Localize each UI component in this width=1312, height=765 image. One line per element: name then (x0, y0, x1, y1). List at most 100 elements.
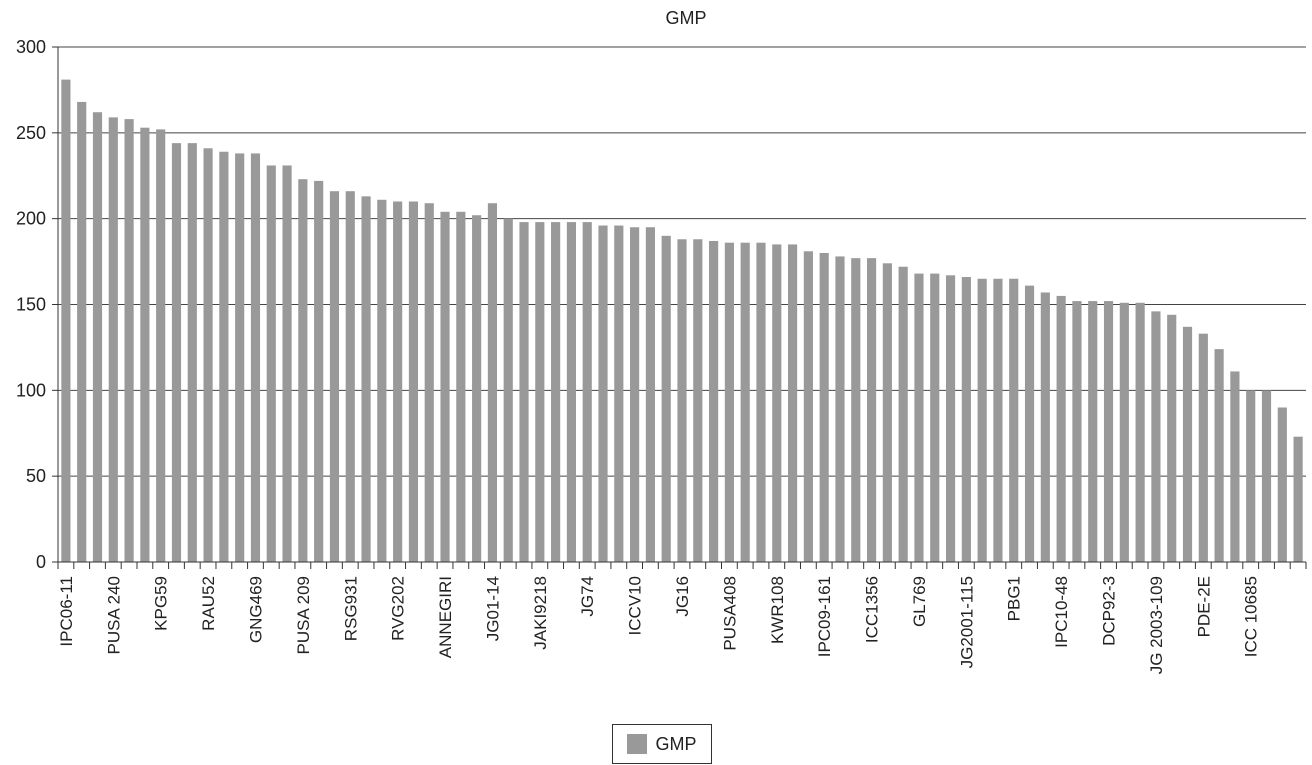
bar (124, 119, 134, 562)
bar (709, 240, 719, 562)
bar (1119, 302, 1129, 562)
x-tick-label: GNG469 (246, 576, 265, 643)
legend: GMP (612, 724, 712, 764)
bar (566, 222, 576, 562)
bar (914, 273, 924, 562)
bar (92, 112, 103, 562)
bar (898, 266, 908, 562)
bar (961, 277, 971, 562)
y-tick-label: 100 (16, 380, 46, 400)
bar (61, 79, 71, 562)
bar (866, 258, 877, 562)
bar (156, 129, 166, 562)
bar (140, 127, 150, 562)
bar (930, 273, 940, 562)
x-tick-label: PUSA408 (720, 576, 739, 651)
bar (1277, 407, 1287, 562)
bar (582, 222, 592, 562)
x-tick-label: DCP92-3 (1100, 576, 1119, 646)
bar (819, 253, 829, 562)
bar (945, 275, 956, 562)
bar (1072, 301, 1082, 562)
bar (598, 225, 608, 563)
legend-swatch (627, 734, 648, 754)
bar (1135, 302, 1145, 562)
bar (298, 179, 308, 562)
bar (1230, 371, 1240, 562)
y-tick-label: 150 (16, 295, 46, 315)
y-tick-label: 300 (16, 37, 46, 57)
chart-title: GMP (665, 8, 706, 28)
x-tick-label: RVG202 (389, 576, 408, 641)
bar (393, 201, 403, 562)
bar (677, 239, 687, 562)
bar (503, 218, 513, 562)
x-tick-label: ICC 10685 (1242, 576, 1261, 657)
bar (551, 222, 561, 562)
x-tick-label: RSG931 (341, 576, 360, 641)
bar (235, 153, 245, 562)
bar (1198, 333, 1208, 562)
bar (203, 148, 213, 563)
bar (1009, 278, 1019, 562)
x-tick-label: ICCV10 (626, 576, 645, 636)
x-tick-label: JG16 (673, 576, 692, 617)
bar (345, 191, 355, 562)
bar (456, 211, 466, 563)
x-tick-label: IPC10-48 (1052, 576, 1071, 648)
bar (361, 196, 371, 562)
y-tick-label: 50 (26, 466, 46, 486)
x-tick-label: JG74 (578, 576, 597, 617)
bar (882, 263, 892, 562)
x-tick-label: PUSA 209 (294, 576, 313, 654)
bar (1056, 295, 1066, 562)
bar (377, 199, 387, 563)
x-tick-label: PBG1 (1005, 576, 1024, 621)
bar (740, 242, 750, 562)
bar (756, 242, 766, 562)
bar (424, 203, 434, 562)
bar (266, 165, 276, 562)
x-tick-label: JG2001-115 (957, 576, 976, 668)
x-tick-label: RAU52 (199, 576, 218, 631)
bars (61, 79, 1303, 563)
x-tick-label: JG 2003-109 (1147, 576, 1166, 674)
x-tick-label: ANNEGIRI (436, 576, 455, 658)
bar (1167, 314, 1177, 562)
x-tick-label: PUSA 240 (104, 576, 123, 654)
bar (1246, 390, 1256, 562)
bar (645, 227, 655, 562)
bar (1214, 349, 1224, 562)
y-axis: 0 50 100 150 200 250 300 (16, 37, 59, 572)
bar (661, 235, 671, 563)
bar (329, 191, 340, 562)
bar (1024, 285, 1035, 562)
bar (1151, 311, 1161, 562)
x-tick-label: IPC06-11 (57, 576, 76, 647)
bar (282, 165, 292, 562)
x-tick-label: ICC1356 (863, 576, 882, 643)
bar (630, 227, 640, 562)
x-tick-label: KPG59 (152, 576, 171, 631)
bar (487, 203, 498, 562)
bar (724, 242, 734, 562)
y-tick-label: 0 (36, 552, 46, 572)
bar (219, 151, 229, 562)
bar (1182, 326, 1193, 562)
x-tick-label: GL769 (910, 576, 929, 627)
bar (535, 222, 545, 562)
bar (993, 278, 1003, 562)
bar (108, 117, 118, 562)
bar (614, 225, 624, 563)
bar (851, 258, 861, 562)
bar (440, 211, 450, 563)
bar (519, 222, 529, 562)
bar (1040, 292, 1050, 562)
legend-label: GMP (655, 733, 697, 754)
bar (77, 101, 87, 562)
bar (314, 180, 324, 562)
bar (250, 153, 261, 562)
bar (788, 244, 798, 562)
y-tick-label: 250 (16, 123, 46, 143)
